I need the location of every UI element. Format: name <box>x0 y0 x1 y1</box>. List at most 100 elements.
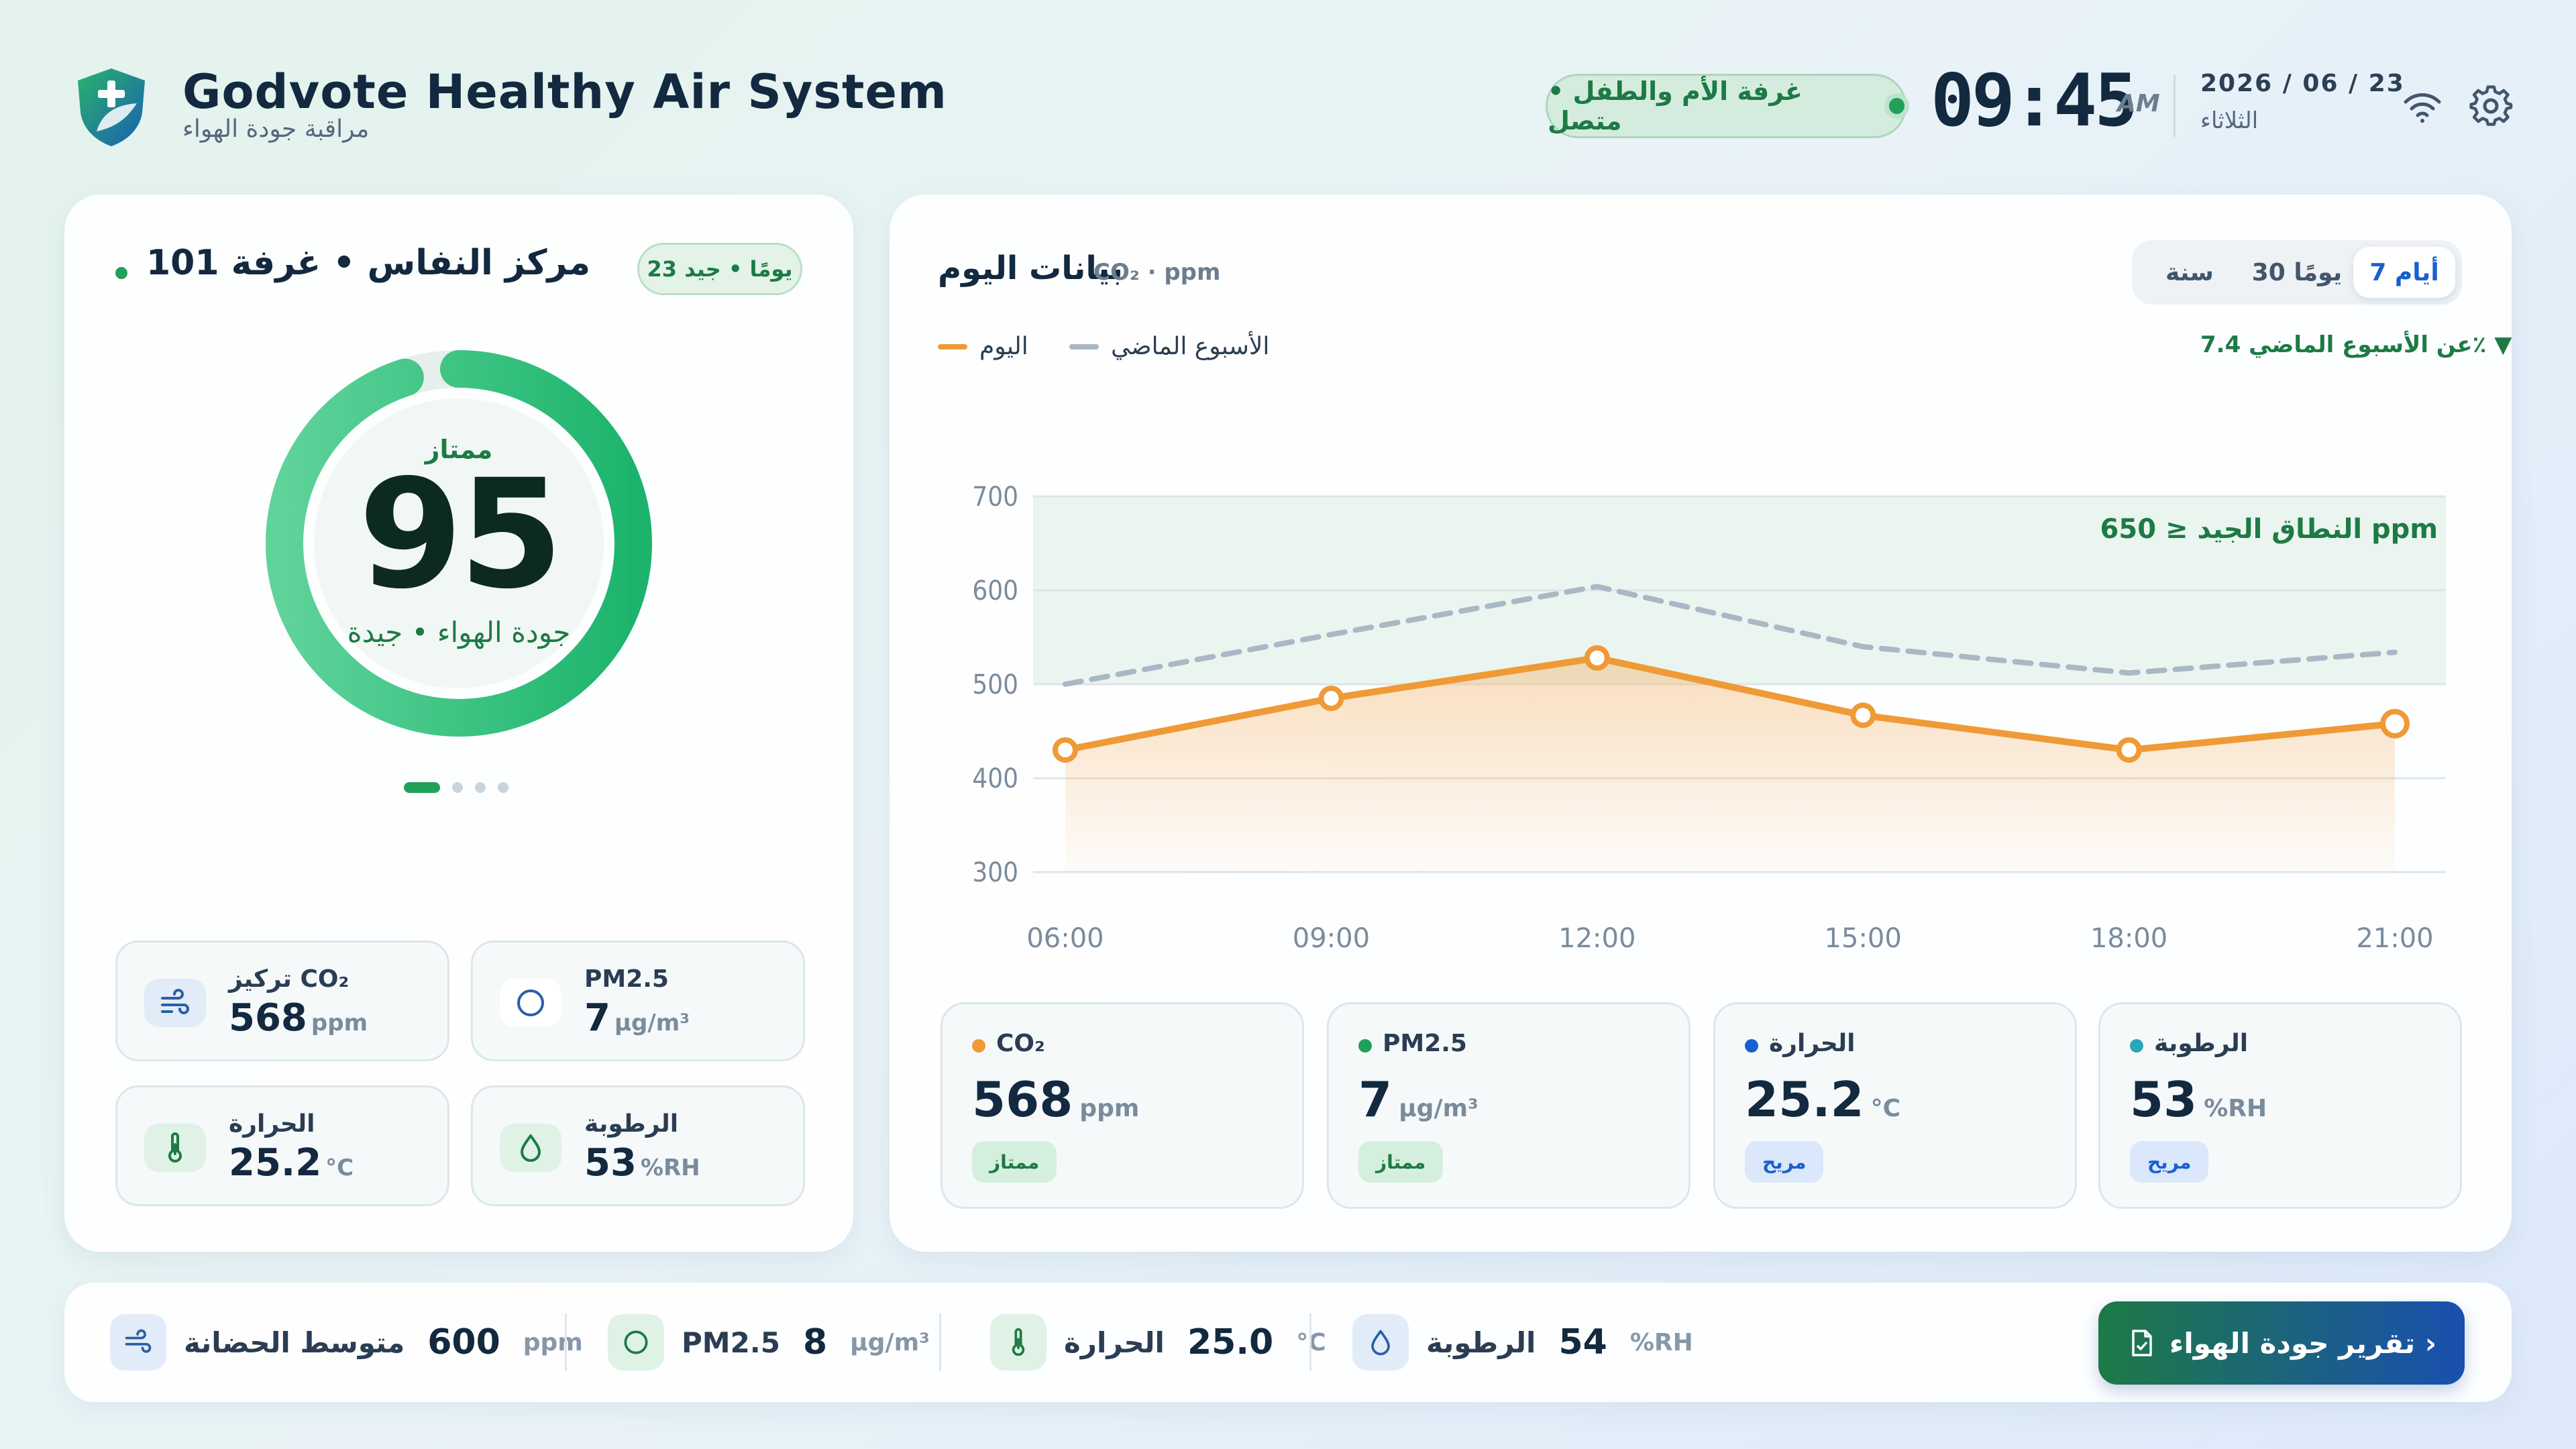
metric-humidity[interactable]: الرطوبة 53 %RH <box>471 1085 805 1206</box>
app-logo <box>72 66 150 149</box>
metric-value: 53 %RH <box>584 1141 700 1185</box>
summary-pm25: PM2.5 8 μg/m³ <box>608 1313 930 1371</box>
summary-humidity: الرطوبة 54 %RH <box>1352 1313 1693 1371</box>
stat-dot <box>972 1039 985 1053</box>
stat-label: الرطوبة <box>2154 1030 2249 1057</box>
room-status-label: غرفة الأم والطفل • متصل <box>1548 76 1803 136</box>
stat-co2[interactable]: CO₂ 568 ppm ممتاز <box>941 1002 1304 1209</box>
series-line-last-week <box>1063 584 2398 687</box>
stat-label: CO₂ <box>996 1030 1045 1057</box>
metric-label: الرطوبة <box>584 1110 679 1138</box>
air-quality-report-button[interactable]: تقرير جودة الهواء › <box>2098 1301 2465 1385</box>
app-subtitle: مراقبة جودة الهواء <box>182 115 370 143</box>
droplet-icon <box>500 1124 561 1172</box>
x-tick-label: 12:00 <box>1558 923 1635 954</box>
metric-pm25[interactable]: PM2.5 7 μg/m³ <box>471 941 805 1061</box>
stat-temperature[interactable]: الحرارة 25.2 °C مريح <box>1713 1002 2077 1209</box>
stat-dot <box>1745 1039 1758 1053</box>
room-status-pill[interactable]: غرفة الأم والطفل • متصل <box>1546 74 1907 138</box>
summary-unit: μg/m³ <box>850 1328 930 1356</box>
metric-temperature[interactable]: الحرارة 25.2 °C <box>115 1085 449 1206</box>
legend-swatch-today <box>938 343 967 350</box>
stat-value: 53 %RH <box>2130 1071 2267 1128</box>
current-date: 2026 / 06 / 23 <box>2200 70 2405 97</box>
metric-value: 7 μg/m³ <box>584 996 690 1040</box>
metric-label: تركيز CO₂ <box>229 965 350 993</box>
legend-swatch-last-week <box>1069 343 1099 350</box>
score-label: ممتاز <box>425 435 493 464</box>
stat-dot <box>1358 1039 1372 1053</box>
card-pager[interactable] <box>404 782 508 793</box>
header-divider <box>2174 75 2176 137</box>
room-status-dot <box>115 267 127 279</box>
stat-humidity[interactable]: الرطوبة 53 %RH مريح <box>2098 1002 2462 1209</box>
metric-label: PM2.5 <box>584 965 669 993</box>
summary-unit: %RH <box>1629 1328 1693 1356</box>
current-weekday: الثلاثاء <box>2200 107 2259 134</box>
range-30d-button[interactable]: 30 يومًا <box>2251 258 2343 286</box>
thermometer-icon <box>990 1314 1046 1371</box>
range-selector: سنة 30 يومًا 7 أيام <box>2132 240 2462 305</box>
y-tick-label: 700 <box>972 482 1018 513</box>
gauge-progress-arc <box>266 350 652 737</box>
metric-value: 25.2 °C <box>229 1141 354 1185</box>
stat-value: 7 μg/m³ <box>1358 1071 1479 1128</box>
metric-value: 568 ppm <box>229 996 368 1040</box>
data-point-today <box>2380 708 2410 739</box>
stat-badge: مريح <box>1745 1141 1824 1183</box>
air-quality-gauge <box>266 350 652 737</box>
stat-label: PM2.5 <box>1383 1030 1467 1057</box>
score-subtitle: جودة الهواء • جيدة <box>347 616 571 649</box>
co2-line-chart: النطاق الجيد ≤ 650 ppm 300 400 500 600 700 06:… <box>972 482 2446 954</box>
data-point-today <box>1053 737 1078 763</box>
stat-pm25[interactable]: PM2.5 7 μg/m³ ممتاز <box>1327 1002 1690 1209</box>
range-year-button[interactable]: سنة <box>2165 258 2214 286</box>
x-tick-label: 18:00 <box>2090 923 2167 954</box>
summary-divider <box>1309 1313 1311 1371</box>
summary-value: 25.0 <box>1187 1322 1274 1362</box>
thermometer-icon <box>144 1124 206 1172</box>
pager-dot[interactable] <box>475 782 486 793</box>
droplet-icon <box>1352 1314 1409 1371</box>
wifi-icon[interactable] <box>2402 90 2443 125</box>
gear-icon[interactable] <box>2469 85 2513 129</box>
room-title: مركز النفاس • غرفة 101 <box>146 243 591 283</box>
today-area <box>1065 657 2395 872</box>
stat-badge: ممتاز <box>1358 1141 1444 1183</box>
y-tick-label: 600 <box>972 576 1018 606</box>
range-7d-button[interactable]: 7 أيام <box>2353 247 2455 298</box>
days-badge: 23 يومًا • جيد <box>637 243 802 295</box>
pager-dot[interactable] <box>498 782 508 793</box>
data-point-today <box>1584 645 1610 671</box>
summary-label: PM2.5 <box>682 1326 780 1359</box>
metric-co2[interactable]: تركيز CO₂ 568 ppm <box>115 941 449 1061</box>
summary-divider <box>939 1313 941 1371</box>
summary-temperature: الحرارة 25.0 °C <box>990 1313 1326 1371</box>
summary-label: متوسط الحضانة <box>184 1326 405 1359</box>
stat-label: الحرارة <box>1769 1030 1856 1057</box>
legend-last-week: الأسبوع الماضي <box>1069 333 1269 360</box>
stat-badge: مريح <box>2130 1141 2209 1183</box>
app-title: Godvote Healthy Air System <box>182 64 947 119</box>
legend-today: اليوم <box>938 333 1028 360</box>
y-tick-label: 500 <box>972 669 1018 700</box>
data-point-today <box>2116 737 2142 763</box>
pager-dot[interactable] <box>452 782 463 793</box>
trend-subtitle: CO₂ · ppm <box>1093 259 1221 286</box>
x-tick-label: 21:00 <box>2356 923 2433 954</box>
document-icon <box>2132 1330 2152 1356</box>
clock-time: 09:45 <box>1931 59 2138 143</box>
trend-title: بيانات اليوم <box>938 250 1123 287</box>
y-tick-label: 300 <box>972 857 1018 888</box>
legend-last-week-label: الأسبوع الماضي <box>1111 333 1270 360</box>
report-button-label: تقرير جودة الهواء › <box>2169 1326 2437 1360</box>
clock-ampm: AM <box>2117 90 2160 117</box>
pager-dot[interactable] <box>404 782 440 793</box>
summary-value: 54 <box>1558 1322 1607 1362</box>
weekly-delta: عن الأسبوع الماضي 7.4٪ ▼ <box>2200 331 2512 358</box>
x-tick-label: 15:00 <box>1825 923 1902 954</box>
x-tick-label: 09:00 <box>1293 923 1370 954</box>
shield-plus-leaf-icon <box>78 68 145 146</box>
summary-unit: ppm <box>523 1328 583 1356</box>
circle-icon <box>500 979 561 1027</box>
